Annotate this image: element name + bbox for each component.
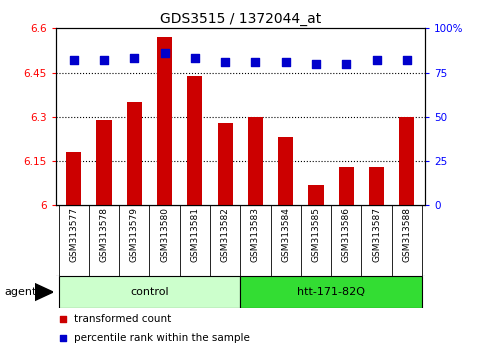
Bar: [278, 137, 293, 205]
Point: [130, 56, 138, 61]
Text: GSM313585: GSM313585: [312, 207, 321, 262]
Bar: [248, 117, 263, 205]
Point: [59, 316, 67, 321]
Point: [403, 57, 411, 63]
Point: [252, 59, 259, 65]
Text: GSM313579: GSM313579: [130, 207, 139, 262]
Title: GDS3515 / 1372044_at: GDS3515 / 1372044_at: [160, 12, 321, 26]
Text: GSM313578: GSM313578: [99, 207, 109, 262]
Text: GSM313580: GSM313580: [160, 207, 169, 262]
Text: transformed count: transformed count: [74, 314, 171, 324]
Text: percentile rank within the sample: percentile rank within the sample: [74, 333, 250, 343]
Bar: [217, 123, 233, 205]
Bar: [369, 167, 384, 205]
Text: GSM313586: GSM313586: [342, 207, 351, 262]
Point: [70, 57, 78, 63]
Text: control: control: [130, 287, 169, 297]
Point: [312, 61, 320, 67]
Text: GSM313587: GSM313587: [372, 207, 381, 262]
Point: [100, 57, 108, 63]
Bar: [97, 120, 112, 205]
Polygon shape: [35, 284, 53, 301]
Text: GSM313582: GSM313582: [221, 207, 229, 262]
Bar: [58, 276, 241, 308]
Bar: [66, 152, 81, 205]
Point: [221, 59, 229, 65]
Text: GSM313577: GSM313577: [69, 207, 78, 262]
Text: htt-171-82Q: htt-171-82Q: [297, 287, 365, 297]
Bar: [127, 102, 142, 205]
Bar: [399, 117, 414, 205]
Point: [373, 57, 381, 63]
Bar: [157, 37, 172, 205]
Bar: [187, 75, 202, 205]
Point: [59, 335, 67, 341]
Text: GSM313588: GSM313588: [402, 207, 412, 262]
Bar: [309, 185, 324, 205]
Bar: [339, 167, 354, 205]
Point: [282, 59, 290, 65]
Text: GSM313584: GSM313584: [281, 207, 290, 262]
Text: GSM313581: GSM313581: [190, 207, 199, 262]
Text: agent: agent: [5, 287, 37, 297]
Text: GSM313583: GSM313583: [251, 207, 260, 262]
Point: [161, 50, 169, 56]
Point: [342, 61, 350, 67]
Point: [191, 56, 199, 61]
Bar: [241, 276, 422, 308]
